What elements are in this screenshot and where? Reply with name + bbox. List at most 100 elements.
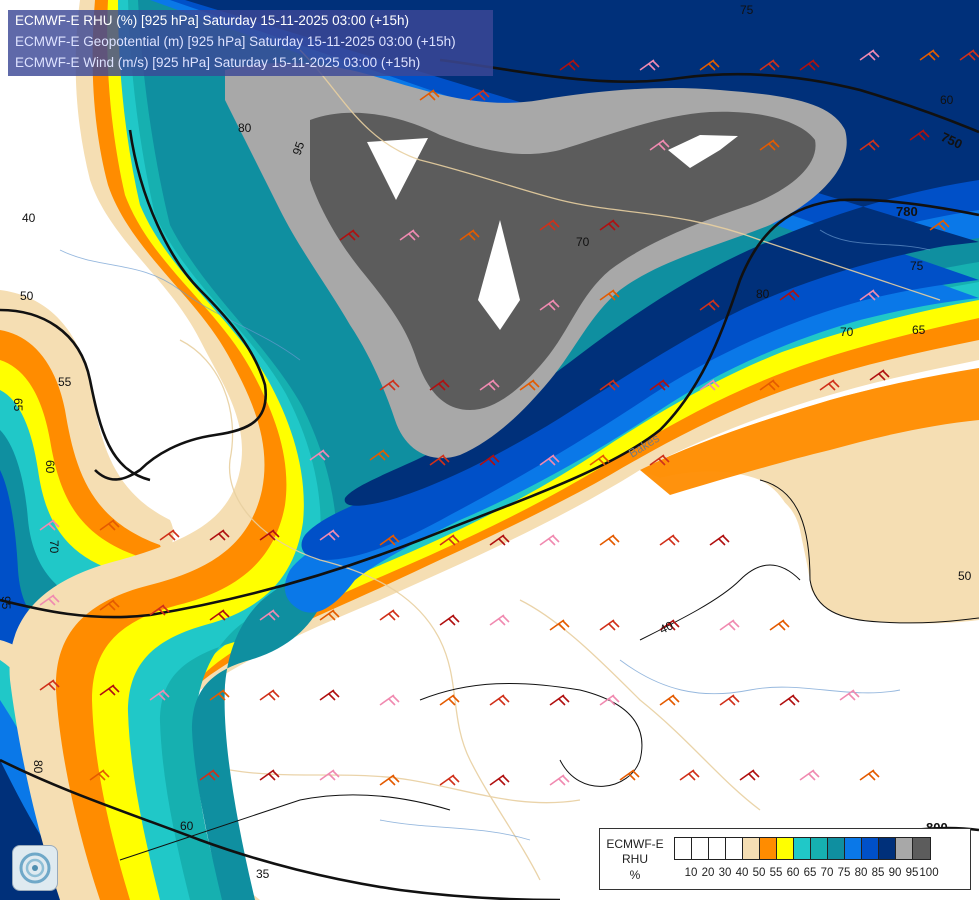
legend-swatch: [726, 838, 743, 859]
wind-barb: [319, 529, 340, 541]
contour-labels: 750 780 800 75 80 95 40 50 55 60 65 70 7…: [0, 3, 972, 881]
wind-barb: [149, 689, 170, 701]
legend-tick-label: 95: [905, 867, 919, 879]
rhu-label-40-mid: 40: [657, 618, 675, 636]
wind-barb: [769, 619, 790, 631]
wind-barb: [599, 289, 620, 301]
wind-barb: [909, 129, 930, 141]
wind-barb: [559, 59, 580, 71]
rhu-label-80-a: 80: [238, 121, 252, 135]
wind-barb: [699, 299, 720, 311]
legend-swatch: [709, 838, 726, 859]
rhu-label-95: 95: [290, 139, 308, 157]
legend-tick-label: 55: [769, 867, 783, 879]
legend-tick-label: 65: [803, 867, 817, 879]
wind-barb: [99, 599, 120, 611]
wind-barb: [429, 379, 450, 391]
wind-barb: [859, 289, 880, 301]
wind-barb: [549, 619, 570, 631]
wind-barb: [539, 219, 560, 231]
wind-barb: [859, 139, 880, 151]
wind-barb: [39, 679, 60, 691]
wind-barb: [759, 379, 780, 391]
header-rhu: ECMWF-E RHU (%) [925 hPa] Saturday 15-11…: [15, 13, 410, 28]
wind-barb: [919, 49, 940, 61]
wind-barb: [539, 534, 560, 546]
wind-barb: [399, 229, 420, 241]
legend-tick-label: 60: [786, 867, 800, 879]
wind-barb: [649, 379, 670, 391]
legend-swatch: [811, 838, 828, 859]
wind-barb: [419, 89, 440, 101]
wind-barb: [759, 139, 780, 151]
wind-barb: [589, 454, 610, 466]
rhu-label-65-left: 65: [11, 398, 25, 412]
wind-barb: [339, 229, 360, 241]
wind-barb: [699, 379, 720, 391]
wind-barb: [859, 769, 880, 781]
wind-barb: [89, 769, 110, 781]
rhu-label-40-left: 40: [22, 211, 36, 225]
wind-barb: [99, 519, 120, 531]
wind-barb: [379, 534, 400, 546]
wind-barb: [479, 454, 500, 466]
rivers: [59, 229, 931, 841]
rhu-label-95-left: 95: [0, 596, 13, 610]
wind-barb: [819, 379, 840, 391]
header-wind: ECMWF-E Wind (m/s) [925 hPa] Saturday 15…: [15, 55, 421, 70]
wind-barb: [259, 529, 280, 541]
wind-barb: [439, 694, 460, 706]
wind-barb: [599, 379, 620, 391]
legend-swatches: [674, 837, 931, 860]
wind-barb: [599, 219, 620, 231]
wind-barb: [519, 379, 540, 391]
wind-barb: [209, 609, 230, 621]
wind-barb: [839, 689, 860, 701]
wind-barb: [779, 289, 800, 301]
legend-title-variable: RHU: [622, 852, 648, 866]
legend-swatch: [913, 838, 930, 859]
wind-barb: [319, 769, 340, 781]
wind-barb: [959, 49, 979, 61]
legend-ticks: 10 20 30 40 50 55 60 65 70 75 80 85 90 95 100: [674, 867, 974, 881]
wind-barb: [309, 449, 330, 461]
legend-swatch: [743, 838, 760, 859]
wind-barb: [489, 694, 510, 706]
legend-swatch: [862, 838, 879, 859]
wind-barb: [929, 219, 950, 231]
wind-barb: [99, 684, 120, 696]
wind-barb: [149, 604, 170, 616]
legend-swatch: [845, 838, 862, 859]
wind-barb: [319, 689, 340, 701]
wind-barb: [649, 454, 670, 466]
legend-tick-label: 30: [718, 867, 732, 879]
legend-swatch: [896, 838, 913, 859]
wind-barb: [739, 769, 760, 781]
ecmwf-logo-icon: [12, 845, 58, 891]
wind-barb: [259, 689, 280, 701]
wind-barb: [489, 614, 510, 626]
wind-barb: [719, 694, 740, 706]
wind-barb: [439, 614, 460, 626]
wind-barb: [869, 369, 890, 381]
wind-barb: [859, 49, 880, 61]
wind-barb: [549, 774, 570, 786]
geo-label-780: 780: [896, 204, 918, 219]
legend-swatch: [794, 838, 811, 859]
wind-barb: [39, 519, 60, 531]
legend-swatch: [692, 838, 709, 859]
legend-swatch: [675, 838, 692, 859]
wind-barb: [159, 529, 180, 541]
wind-barb: [659, 534, 680, 546]
wind-barb: [709, 534, 730, 546]
rhu-label-70-left: 70: [47, 540, 61, 554]
legend-title-model: ECMWF-E: [606, 837, 664, 851]
rhu-core-100: [310, 111, 816, 410]
wind-barb: [659, 694, 680, 706]
wind-barb: [619, 769, 640, 781]
wind-barb: [319, 609, 340, 621]
rhu-label-70-right: 70: [840, 325, 854, 339]
wind-barb: [199, 769, 220, 781]
legend-tick-label: 100: [919, 867, 939, 879]
